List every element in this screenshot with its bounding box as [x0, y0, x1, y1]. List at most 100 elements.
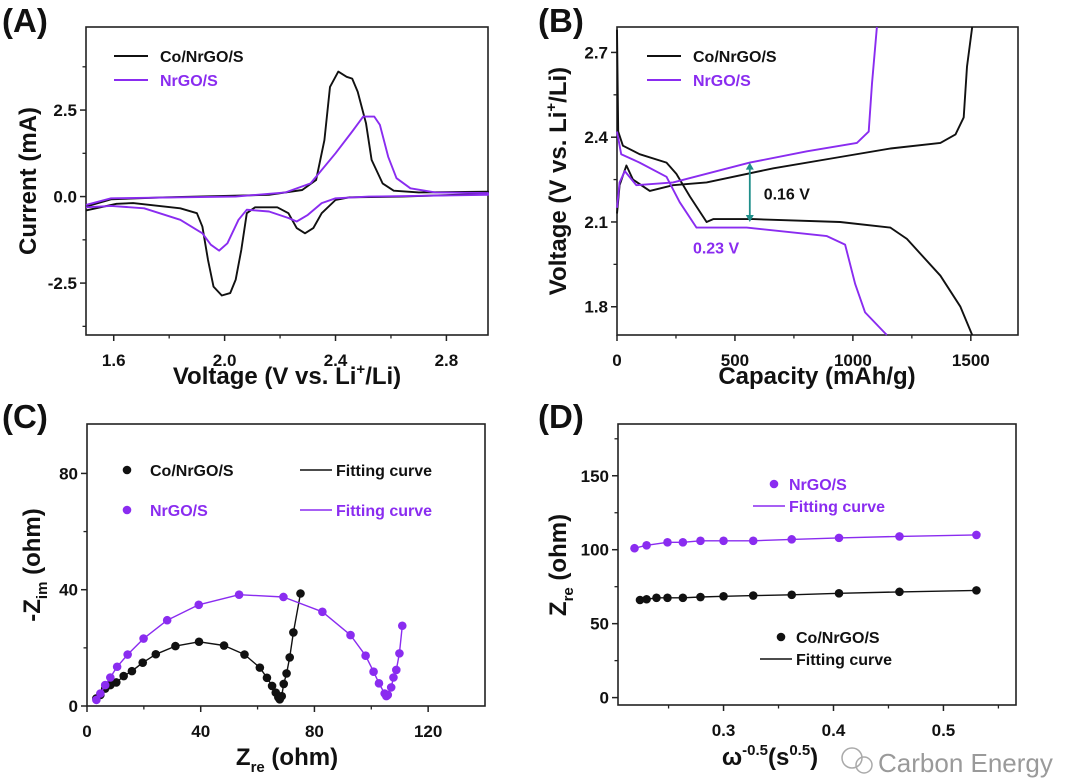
- y-tick-label: 50: [590, 615, 609, 634]
- data-point: [112, 662, 122, 672]
- data-point: [395, 649, 404, 658]
- y-tick-label: 80: [59, 464, 78, 483]
- y-axis-title: -Zim (ohm): [19, 508, 51, 621]
- x-tick-label: 0.4: [822, 721, 846, 740]
- axis-title-part: +: [356, 361, 365, 378]
- watermark: Carbon Energy: [841, 747, 1053, 778]
- y-tick-label: 0.0: [53, 188, 77, 207]
- data-point: [296, 589, 305, 598]
- legend-label: Co/NrGO/S: [796, 630, 880, 647]
- x-tick-label: 0.3: [712, 721, 736, 740]
- legend-label: NrGO/S: [160, 73, 218, 90]
- legend-label: Co/NrGO/S: [693, 49, 777, 66]
- x-tick-label: 2.4: [324, 351, 348, 370]
- data-point: [630, 543, 639, 553]
- axis-title-part: ω: [722, 744, 742, 771]
- axis-title-part: re: [560, 587, 577, 601]
- axis-title-part: 0.5: [789, 742, 810, 759]
- data-point: [663, 538, 672, 547]
- plot-frame: [616, 26, 1019, 336]
- axis-title-part: +: [543, 103, 560, 112]
- data-point: [678, 538, 688, 547]
- series-line-3: [616, 26, 878, 208]
- x-tick-label: 1000: [834, 351, 872, 370]
- data-point: [285, 653, 294, 662]
- series-line-1: [85, 115, 489, 252]
- y-tick-label: 2.4: [584, 128, 608, 147]
- data-point: [787, 535, 797, 544]
- series-line-1: [639, 589, 977, 601]
- y-tick-label: 0: [69, 697, 78, 716]
- data-point: [642, 540, 651, 550]
- data-point: [389, 673, 398, 682]
- axis-title-part: Voltage (V vs. Li: [545, 112, 572, 296]
- data-point: [96, 689, 105, 698]
- wechat-logo-icon-part: [855, 756, 873, 774]
- data-point: [369, 667, 378, 676]
- data-point: [719, 591, 728, 601]
- axis-title-part: /Li): [365, 363, 401, 390]
- y-axis-title: Zre (ohm): [545, 514, 577, 616]
- legend-label: Fitting curve: [336, 503, 432, 520]
- data-point: [240, 650, 249, 659]
- panel-label: (D): [538, 398, 584, 435]
- axis-title-part: im: [34, 582, 51, 600]
- legend-dot-swatch: [776, 632, 786, 642]
- legend-dot-swatch: [122, 465, 132, 475]
- x-tick-label: 120: [414, 722, 442, 741]
- x-tick-label: 0.5: [932, 721, 956, 740]
- data-point: [92, 695, 101, 705]
- data-point: [138, 658, 148, 667]
- data-point: [719, 536, 728, 546]
- axis-title-part: -0.5: [742, 742, 768, 759]
- y-axis-title: Current (mA): [15, 107, 42, 255]
- arrow-head-up-icon: [745, 162, 754, 170]
- data-point: [748, 591, 758, 600]
- panel-label: (C): [2, 398, 48, 435]
- data-point: [652, 593, 661, 603]
- data-point: [123, 650, 132, 659]
- data-point: [219, 641, 229, 650]
- plot-frame: [617, 423, 1017, 706]
- data-point: [127, 666, 137, 676]
- data-point: [234, 590, 244, 599]
- data-point: [696, 592, 705, 602]
- data-point: [279, 592, 288, 602]
- axis-title-part: /Li): [545, 67, 572, 103]
- axis-title-part: (ohm): [265, 744, 338, 771]
- data-point: [834, 589, 844, 598]
- data-point: [748, 536, 758, 546]
- y-tick-label: 2.1: [584, 213, 608, 232]
- data-point: [282, 669, 291, 678]
- data-point: [678, 593, 688, 603]
- x-axis-title: Capacity (mAh/g): [718, 363, 915, 390]
- plot-frame: [86, 423, 486, 707]
- axis-title-part: Current (mA): [15, 107, 42, 255]
- x-tick-label: 0: [82, 722, 91, 741]
- data-point: [397, 621, 407, 631]
- legend-label: Co/NrGO/S: [160, 49, 244, 66]
- data-point: [346, 630, 355, 640]
- x-tick-label: 1.6: [102, 351, 126, 370]
- y-tick-label: 150: [581, 467, 609, 486]
- x-tick-label: 0: [612, 351, 621, 370]
- x-axis-title: ω-0.5(s0.5): [722, 742, 818, 771]
- plot-frame: [85, 26, 489, 336]
- x-tick-label: 80: [305, 722, 324, 741]
- legend-label: NrGO/S: [150, 503, 208, 520]
- data-point: [255, 663, 265, 672]
- data-point: [635, 595, 645, 605]
- axis-title-part: Voltage (V vs. Li: [173, 363, 357, 390]
- watermark-text: Carbon Energy: [878, 748, 1053, 778]
- data-point: [171, 641, 180, 651]
- legend-label: NrGO/S: [789, 477, 847, 494]
- data-point: [895, 587, 904, 597]
- data-point: [642, 594, 651, 604]
- y-tick-label: 2.7: [584, 43, 608, 62]
- x-tick-label: 2.0: [213, 351, 237, 370]
- legend-label: Fitting curve: [789, 499, 885, 516]
- axis-title-part: ): [810, 744, 818, 771]
